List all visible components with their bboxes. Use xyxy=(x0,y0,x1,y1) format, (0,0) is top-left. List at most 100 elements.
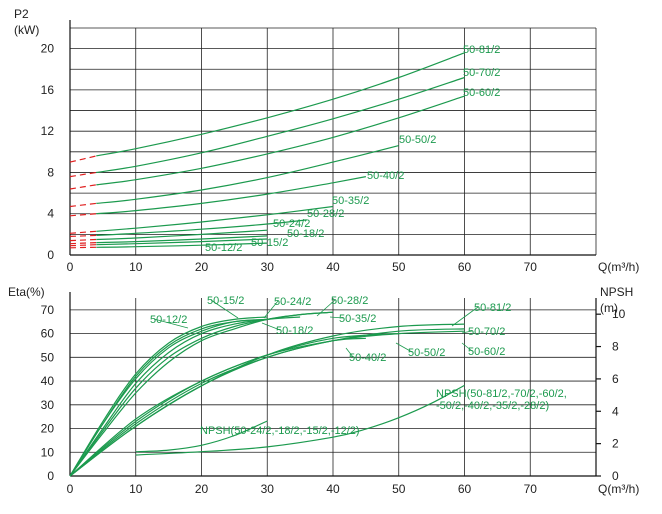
x-tick-label: 70 xyxy=(524,482,538,496)
y-tick-label: 16 xyxy=(41,83,55,97)
series-line-NPSH(50-24/2,-18/2,-15/2,-12/2) xyxy=(135,420,268,453)
series-label: 50-81/2 xyxy=(474,302,511,314)
x-tick-label: 0 xyxy=(67,482,74,496)
label-leader xyxy=(261,322,281,331)
series-label: 50-28/2 xyxy=(307,208,344,220)
series-label: 50-70/2 xyxy=(463,67,500,79)
series-line-50-28/2 xyxy=(96,219,307,236)
y-tick-label: 40 xyxy=(41,374,55,388)
series-label: 50-28/2 xyxy=(331,295,368,307)
series-label: 50-18/2 xyxy=(276,325,313,337)
series-label: 50-15/2 xyxy=(251,237,288,249)
y-right-axis-unit: (m) xyxy=(600,301,618,315)
y-axis-label: P2 xyxy=(14,7,29,21)
label-leader xyxy=(210,299,239,319)
series-label: 50-50/2 xyxy=(399,134,436,146)
power-chart: 0 4 8 12 16 20 0 10 20 30 40 50 60 70 P2 (kW) Q(m³/h) 50-… xyxy=(14,7,639,274)
series-line-50-12/2 xyxy=(96,242,268,248)
series-label: 50-12/2 xyxy=(150,314,187,326)
y-tick-label: 30 xyxy=(41,398,55,412)
npsh-small-label: NPSH(50-24/2,-18/2,-15/2,-12/2) xyxy=(200,425,360,437)
y-tick-label: 20 xyxy=(41,422,55,436)
series-label: 50-40/2 xyxy=(367,170,404,182)
label-leader xyxy=(461,330,473,334)
label-leader xyxy=(395,342,413,353)
series-line-50-18/2 xyxy=(69,318,268,477)
x-tick-label: 50 xyxy=(392,482,406,496)
series-label: 50-60/2 xyxy=(468,346,505,358)
y-tick-label: 20 xyxy=(41,42,55,56)
y-tick-label: 12 xyxy=(41,124,55,138)
series-label: 50-40/2 xyxy=(349,352,386,364)
x-tick-label: 10 xyxy=(129,482,143,496)
series-line-50-15/2 xyxy=(96,238,268,246)
series-label: 50-50/2 xyxy=(408,347,445,359)
y-right-tick-label: 8 xyxy=(612,340,619,354)
series-dashed-50-70/2 xyxy=(69,171,97,178)
label-leader xyxy=(461,342,473,352)
y-tick-label: 10 xyxy=(41,445,55,459)
series-line-50-50/2 xyxy=(96,145,399,204)
x-axis-label: Q(m³/h) xyxy=(598,260,639,274)
series-dashed-50-24/2 xyxy=(69,238,97,242)
label-leader xyxy=(451,306,479,327)
label-leader xyxy=(153,318,189,329)
series-dashed-50-60/2 xyxy=(69,184,97,190)
x-tick-label: 30 xyxy=(261,482,275,496)
y-right-tick-label: 10 xyxy=(612,307,626,321)
series-line-50-81/2 xyxy=(96,52,465,157)
series-line-50-15/2 xyxy=(69,316,268,477)
label-leader xyxy=(316,299,336,317)
series-label: 50-60/2 xyxy=(463,87,500,99)
x-tick-label: 60 xyxy=(458,482,472,496)
y-right-tick-label: 6 xyxy=(612,372,619,386)
x-axis-label: Q(m³/h) xyxy=(598,482,639,496)
y-tick-label: 60 xyxy=(41,327,55,341)
x-tick-label: 10 xyxy=(129,260,143,274)
x-tick-label: 30 xyxy=(261,260,275,274)
series-label: 50-81/2 xyxy=(463,44,500,56)
series-line-50-35/2 xyxy=(96,205,334,232)
series-label: 50-18/2 xyxy=(287,228,324,240)
series-line-50-70/2 xyxy=(96,76,465,174)
y-right-tick-label: 0 xyxy=(612,469,619,483)
series-label: 50-12/2 xyxy=(205,242,242,254)
y-axis-unit: (kW) xyxy=(14,23,39,37)
x-tick-label: 20 xyxy=(195,260,209,274)
series-line-50-18/2 xyxy=(96,235,268,244)
series-line-50-35/2 xyxy=(69,311,334,477)
series-line-50-40/2 xyxy=(96,176,367,215)
series-dashed-50-40/2 xyxy=(69,213,97,217)
series-dashed-50-50/2 xyxy=(69,202,97,208)
x-tick-label: 50 xyxy=(392,260,406,274)
series-label: 50-35/2 xyxy=(339,313,376,325)
y-tick-label: 50 xyxy=(41,350,55,364)
npsh-large-label-2: -50/2,-40/2,-35/2,-28/2) xyxy=(436,400,549,412)
y-tick-label: 0 xyxy=(47,248,54,262)
y-right-axis-label: NPSH xyxy=(600,285,633,299)
npsh-large-label-1: NPSH(50-81/2,-70/2,-60/2, xyxy=(436,388,567,400)
series-dashed-50-81/2 xyxy=(69,155,97,163)
y-tick-label: 4 xyxy=(47,207,54,221)
x-tick-label: 40 xyxy=(326,482,340,496)
series-label: 50-24/2 xyxy=(274,296,311,308)
x-tick-label: 20 xyxy=(195,482,209,496)
y-tick-label: 70 xyxy=(41,303,55,317)
series-label: 50-24/2 xyxy=(273,218,310,230)
y-tick-label: 8 xyxy=(47,165,54,179)
series-dashed-50-28/2 xyxy=(69,234,97,237)
series-dashed-50-15/2 xyxy=(69,244,97,247)
series-line-NPSH(50-81/2,-70/2,-60/2,-50/2,-40/2,-35/2,-28/2) xyxy=(135,384,465,456)
series-dashed-50-18/2 xyxy=(69,242,97,245)
series-label: 50-70/2 xyxy=(468,326,505,338)
x-tick-label: 40 xyxy=(326,260,340,274)
y-tick-label: 0 xyxy=(47,469,54,483)
label-leader xyxy=(329,316,344,319)
y-right-tick-label: 4 xyxy=(612,404,619,418)
label-leader xyxy=(345,347,354,358)
x-tick-label: 60 xyxy=(458,260,472,274)
series-dashed-50-12/2 xyxy=(69,246,97,249)
series-dashed-50-35/2 xyxy=(69,230,97,234)
series-line-50-60/2 xyxy=(96,95,465,186)
